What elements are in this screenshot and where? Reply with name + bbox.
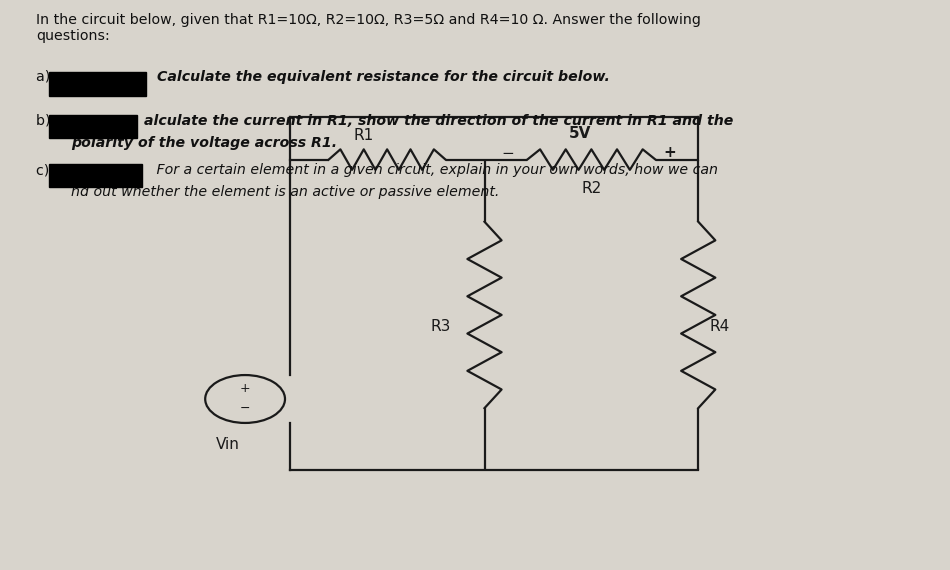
Text: 5V: 5V	[569, 127, 591, 141]
Text: Calculate the equivalent resistance for the circuit below.: Calculate the equivalent resistance for …	[157, 70, 610, 84]
Text: +: +	[663, 145, 676, 160]
Text: For a certain element in a given circuit, explain in your own words, how we can: For a certain element in a given circuit…	[152, 163, 718, 177]
Text: R4: R4	[710, 319, 730, 334]
Text: R2: R2	[581, 181, 601, 196]
Text: alculate the current in R1, show the direction of the current in R1 and the: alculate the current in R1, show the dir…	[144, 114, 733, 128]
Text: +: +	[239, 382, 251, 396]
Text: Vin: Vin	[216, 437, 240, 452]
Text: b): b)	[36, 114, 60, 128]
Text: R3: R3	[431, 319, 451, 334]
FancyBboxPatch shape	[49, 164, 142, 187]
FancyBboxPatch shape	[49, 115, 137, 138]
FancyBboxPatch shape	[49, 72, 146, 96]
Text: nd out whether the element is an active or passive element.: nd out whether the element is an active …	[71, 185, 500, 199]
Text: c): c)	[36, 163, 58, 177]
Text: In the circuit below, given that R1=10Ω, R2=10Ω, R3=5Ω and R4=10 Ω. Answer the f: In the circuit below, given that R1=10Ω,…	[36, 13, 701, 43]
Text: R1: R1	[353, 128, 374, 142]
Text: −: −	[502, 146, 515, 161]
Text: −: −	[239, 402, 251, 414]
Text: a): a)	[36, 70, 59, 84]
Text: polarity of the voltage across R1.: polarity of the voltage across R1.	[71, 136, 337, 150]
